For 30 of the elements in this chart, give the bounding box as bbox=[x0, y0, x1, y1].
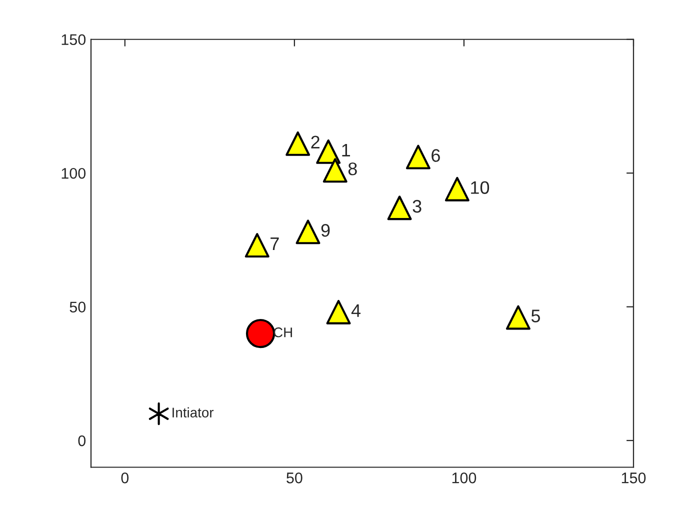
y-tick-label: 0 bbox=[78, 435, 86, 446]
point bbox=[246, 318, 276, 348]
y-tick-label: 100 bbox=[62, 168, 86, 179]
y-tick-label: 50 bbox=[70, 302, 86, 312]
annotation: 7 bbox=[270, 238, 279, 250]
annotation: 2 bbox=[311, 136, 320, 148]
point bbox=[326, 300, 351, 324]
point bbox=[322, 158, 348, 183]
annotation: 6 bbox=[432, 149, 440, 162]
annotation: Intiator bbox=[172, 407, 214, 418]
point bbox=[406, 144, 430, 170]
point bbox=[244, 233, 270, 258]
annotation: 8 bbox=[348, 162, 357, 176]
x-tick-label: 0 bbox=[121, 472, 129, 484]
x-tick-label: 100 bbox=[452, 472, 476, 484]
x-tick-label: 150 bbox=[622, 472, 646, 484]
y-tick-label: 150 bbox=[62, 34, 86, 46]
point bbox=[296, 220, 320, 244]
annotation: 9 bbox=[321, 224, 330, 237]
annotation: 5 bbox=[531, 310, 540, 322]
annotation: 3 bbox=[412, 200, 422, 213]
annotation: 10 bbox=[471, 181, 490, 194]
point bbox=[506, 305, 530, 330]
point bbox=[444, 176, 470, 202]
annotation: 4 bbox=[351, 304, 361, 317]
point bbox=[387, 196, 412, 220]
annotation: 1 bbox=[342, 144, 350, 156]
point bbox=[148, 402, 169, 426]
x-tick-label: 50 bbox=[286, 472, 302, 484]
point bbox=[286, 131, 310, 156]
